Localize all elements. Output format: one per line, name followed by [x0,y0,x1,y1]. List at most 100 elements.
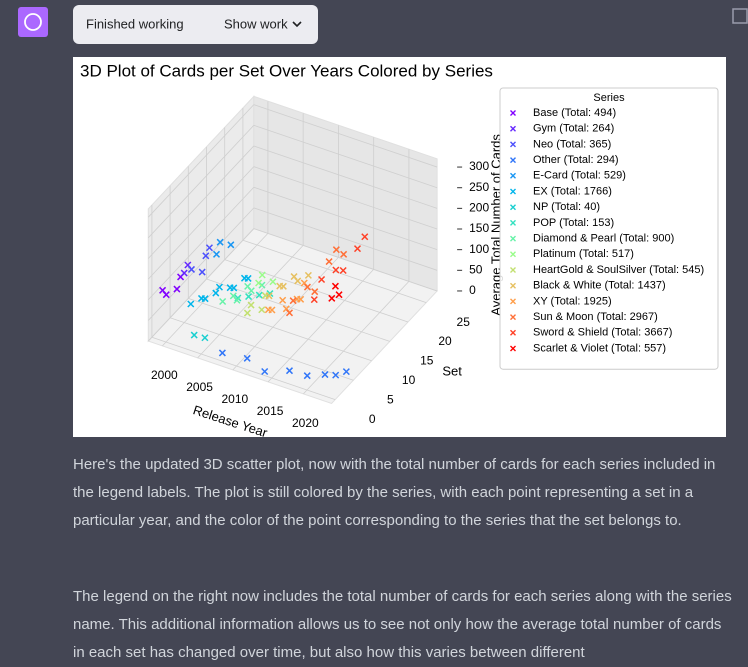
data-point [340,250,348,258]
data-point [233,296,241,304]
legend-label: Scarlet & Violet (Total: 557) [533,342,666,354]
data-point [289,297,297,305]
data-point [255,279,263,287]
data-point [244,274,252,282]
data-point [258,306,266,314]
grid-line [162,233,269,347]
legend-marker [510,219,516,226]
data-point [202,252,210,260]
data-point [304,271,312,279]
grid-line [253,228,438,292]
legend-label: Sun & Moon (Total: 2967) [533,311,658,323]
grid-line [188,298,372,362]
legend-marker [510,329,516,336]
data-point [261,367,269,376]
x-tick-label: 2005 [186,380,213,394]
data-point [332,246,340,254]
legend-label: Black & White (Total: 1437) [533,280,666,292]
grid-line [206,278,390,342]
grid-line [253,145,438,209]
data-point [328,294,336,302]
grid-line [267,269,374,383]
grid-line [303,281,410,395]
data-point [303,372,311,380]
data-point [279,282,287,290]
data-point [216,238,224,246]
legend-label: HeartGold & SoulSilver (Total: 545) [533,264,704,276]
legend-label: E-Card (Total: 529) [533,170,626,182]
page: {"header": {"status": "Finished working"… [18,5,748,661]
y-tick-label: 0 [369,412,376,426]
data-point [297,295,305,303]
legend-marker [510,141,516,148]
data-point [318,275,326,284]
data-point [269,278,277,286]
data-point [265,292,273,300]
data-point [162,291,170,299]
legend-marker [510,188,516,195]
status-text: Finished working [86,16,184,31]
legend-label: POP (Total: 153) [533,217,614,229]
data-point [212,250,221,258]
show-work-button[interactable]: Show work [224,16,288,31]
legend-box [499,87,719,370]
data-point [243,309,251,317]
data-point [227,241,235,249]
assistant-avatar [18,7,48,37]
x-tick-label: 2015 [257,404,284,418]
legend-marker [510,282,516,289]
legend-label: Platinum (Total: 517) [533,248,634,260]
y-tick-label: 10 [402,373,416,387]
data-point [258,281,266,289]
grid-line [147,166,255,280]
data-point [173,285,181,293]
legend-marker [510,172,516,179]
legend: Series Base (Total: 494) Gym (Total: 264) N… [499,87,719,370]
ui: Finished working Show work 3D Plot of Ca… [18,5,748,441]
data-point [331,282,339,290]
z-tick-label: 200 [469,201,489,215]
grid-line [253,207,438,271]
data-point [187,300,195,308]
data-point [311,288,319,296]
grid-line [151,336,336,400]
x-tick-label: 2000 [151,368,178,382]
data-point [190,331,198,339]
data-point [279,296,287,304]
z-tick-label: 100 [469,242,489,256]
grid-line [147,207,255,321]
status-box[interactable] [73,5,318,44]
legend-label: EX (Total: 1766) [533,185,612,197]
legend-label: XY (Total: 1925) [533,295,612,307]
grid-line [253,166,438,230]
grid-line [253,124,438,189]
y-tick-label: 5 [387,392,394,406]
legend-marker [510,267,516,273]
grid-line [169,317,354,381]
data-point [332,371,340,379]
data-point [321,371,329,379]
data-point [243,354,251,362]
copy-icon[interactable] [732,8,748,24]
chevron [292,21,302,28]
avatar-icon [24,13,42,31]
legend-label: Gym (Total: 264) [533,123,614,135]
data-point [245,293,253,301]
paragraph: The legend on the right now includes the… [73,588,732,661]
grid-line [147,228,255,342]
grid-line [253,104,438,168]
data-point [310,296,318,304]
data-point [180,269,188,277]
legend-marker [510,345,516,352]
z-tick-label: 50 [469,262,483,276]
grid-line [147,145,255,259]
data-point [325,258,333,266]
data-point [332,266,340,274]
legend-label: Diamond & Pearl (Total: 900) [533,233,674,245]
data-point [255,291,263,299]
data-point [201,295,209,303]
grid-line [232,257,339,371]
legend-marker [510,157,516,164]
data-point [230,284,238,292]
